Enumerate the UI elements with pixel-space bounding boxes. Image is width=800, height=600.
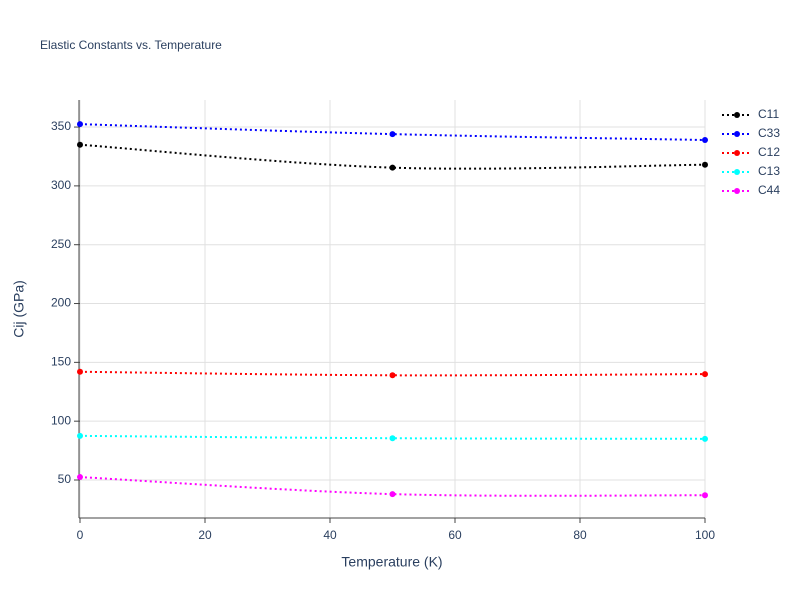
data-point bbox=[389, 372, 396, 379]
legend-label: C44 bbox=[758, 183, 780, 197]
legend-marker bbox=[734, 131, 740, 137]
y-tick-label: 100 bbox=[51, 413, 71, 427]
legend-marker bbox=[734, 188, 740, 194]
series-line bbox=[79, 370, 706, 377]
legend-label: C12 bbox=[758, 145, 780, 159]
x-axis-title: Temperature (K) bbox=[341, 554, 442, 570]
data-point bbox=[702, 435, 708, 442]
y-axis-title: Cij (GPa) bbox=[11, 280, 27, 338]
y-tick-label: 200 bbox=[51, 296, 71, 310]
data-point bbox=[389, 164, 396, 171]
data-point bbox=[77, 141, 83, 148]
y-tick-label: 250 bbox=[51, 237, 71, 251]
data-point bbox=[702, 161, 708, 168]
series-line bbox=[79, 476, 706, 497]
series-line bbox=[79, 123, 706, 141]
data-point bbox=[389, 131, 396, 138]
y-tick-label: 50 bbox=[58, 472, 72, 486]
legend-marker bbox=[734, 150, 740, 156]
series-line bbox=[79, 434, 706, 440]
data-point bbox=[702, 492, 708, 499]
legend-marker bbox=[734, 169, 740, 175]
x-tick-label: 100 bbox=[695, 528, 715, 542]
data-point bbox=[77, 121, 83, 128]
data-point bbox=[702, 371, 708, 378]
x-tick-label: 40 bbox=[323, 528, 337, 542]
legend-label: C13 bbox=[758, 164, 780, 178]
data-point bbox=[77, 368, 83, 375]
legend-label: C33 bbox=[758, 126, 780, 140]
data-point bbox=[389, 435, 396, 442]
y-tick-label: 150 bbox=[51, 355, 71, 369]
legend-marker bbox=[734, 112, 740, 118]
chart-title: Elastic Constants vs. Temperature bbox=[40, 38, 222, 52]
y-tick-label: 300 bbox=[51, 178, 71, 192]
x-tick-label: 60 bbox=[448, 528, 462, 542]
data-point bbox=[77, 474, 83, 481]
series-line bbox=[79, 143, 706, 170]
x-tick-label: 0 bbox=[77, 528, 84, 542]
x-tick-label: 80 bbox=[573, 528, 587, 542]
data-point bbox=[702, 137, 708, 143]
x-tick-label: 20 bbox=[198, 528, 212, 542]
data-point bbox=[389, 491, 396, 498]
data-point bbox=[77, 432, 83, 439]
y-tick-label: 350 bbox=[51, 119, 71, 133]
legend-label: C11 bbox=[758, 107, 779, 121]
